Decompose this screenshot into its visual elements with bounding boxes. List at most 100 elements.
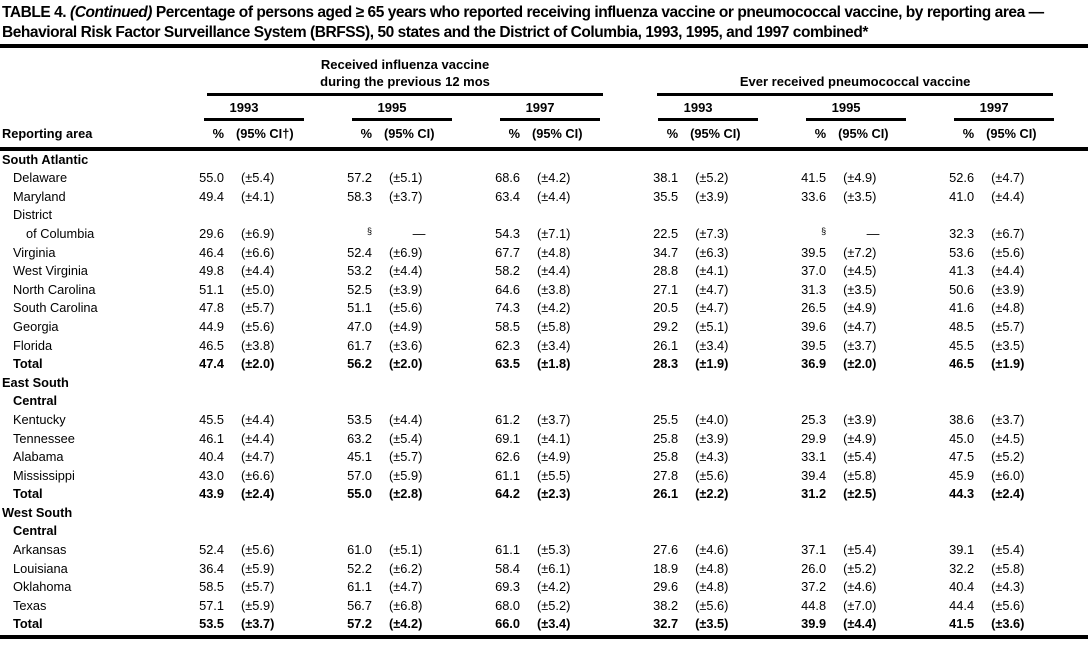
right-margin	[1068, 169, 1088, 188]
cell-pct: 53.5	[347, 411, 372, 427]
group-gap	[614, 281, 624, 300]
cell-pct: 69.3	[495, 579, 520, 595]
cell-ci: (±7.3)	[695, 225, 729, 241]
cell-pct: 63.5	[495, 356, 520, 372]
cell-pct: 45.5	[949, 337, 975, 353]
cell-ci: (±2.0)	[843, 356, 877, 372]
cell-ci: (±1.9)	[991, 356, 1025, 372]
group-gap	[614, 299, 624, 318]
cell-pct: 47.5	[949, 449, 975, 465]
cell-pct: 52.2	[347, 560, 372, 576]
cell-pct: 46.5	[949, 356, 975, 372]
year-rule	[352, 118, 452, 121]
cell-ci: (±5.8)	[537, 318, 571, 334]
row-label: Total	[13, 486, 43, 502]
cell-ci: (±3.7)	[389, 188, 423, 204]
flu-1997-year-header: 1997	[466, 96, 614, 121]
cell-pct: 47.4	[199, 356, 224, 372]
row-label: District	[13, 207, 53, 223]
state-row: West Virginia 49.8 (±4.4) 53.2 (±4.4) 58.2 (±4…	[0, 262, 1088, 281]
ci-header: (95% CI†)	[224, 121, 318, 151]
cell-ci: (±3.6)	[991, 616, 1025, 632]
row-label: Maryland	[13, 188, 66, 204]
state-row: Tennessee 46.1 (±4.4) 63.2 (±5.4) 69.1 (±4.1) 2…	[0, 430, 1088, 449]
cell-ci: (±4.9)	[843, 430, 877, 446]
cell-pct: 41.0	[949, 188, 975, 204]
cell-pct: 45.5	[199, 411, 224, 427]
cell-pct: 58.3	[347, 188, 372, 204]
table-title: TABLE 4. (Continued) Percentage of perso…	[0, 0, 1088, 42]
cell-ci: (±3.9)	[389, 281, 423, 297]
cell-ci: (±6.9)	[241, 225, 275, 241]
cell-ci: (±3.5)	[695, 616, 729, 632]
pct-header: %	[170, 121, 224, 151]
cell-ci: (±1.8)	[537, 356, 571, 372]
section-row: East South	[0, 374, 1088, 393]
label-row: District	[0, 206, 1088, 225]
cell-pct: 41.5	[949, 616, 975, 632]
row-label: West South	[2, 504, 73, 520]
right-margin	[1068, 48, 1088, 96]
cell-pct: 68.6	[495, 170, 520, 186]
flu-1995-year-header: 1995	[318, 96, 466, 121]
vaccination-table: Received influenza vaccine during the pr…	[0, 48, 1088, 634]
empty-corner	[0, 96, 170, 121]
cell-ci: (±6.6)	[241, 467, 275, 483]
cell-ci: (±5.6)	[695, 467, 729, 483]
cell-ci: (±3.7)	[241, 616, 275, 632]
cell-ci: (±5.1)	[695, 318, 729, 334]
cell-ci: (±4.1)	[537, 430, 571, 446]
cell-pct: 38.6	[949, 411, 975, 427]
reporting-area-header: Reporting area	[0, 121, 170, 151]
cell-pct: 46.1	[199, 430, 224, 446]
cell-pct: 41.6	[949, 300, 975, 316]
section-row: Central	[0, 522, 1088, 541]
cell-pct: 63.4	[495, 188, 520, 204]
cell-ci: (±3.4)	[695, 337, 729, 353]
state-row: Kentucky 45.5 (±4.4) 53.5 (±4.4) 61.2 (±3.7) 25…	[0, 411, 1088, 430]
cell-ci: (±5.4)	[389, 430, 423, 446]
cell-ci: (±5.2)	[843, 560, 877, 576]
group-gap	[614, 541, 624, 560]
pct-header: %	[624, 121, 679, 151]
state-row: Georgia 44.9 (±5.6) 47.0 (±4.9) 58.5 (±5.8) 29.…	[0, 318, 1088, 337]
cell-pct: 33.1	[801, 449, 827, 465]
state-row: Texas 57.1 (±5.9) 56.7 (±6.8) 68.0 (±5.2) 38.2 (…	[0, 597, 1088, 616]
cell-pct: 52.5	[347, 281, 372, 297]
cell-ci: (±4.1)	[241, 188, 275, 204]
cell-ci: (±4.2)	[537, 170, 571, 186]
cell-pct: 39.5	[801, 337, 827, 353]
cell-pct: 25.8	[653, 449, 679, 465]
cell-pct: 39.4	[801, 467, 827, 483]
cell-pct: 26.1	[653, 337, 679, 353]
cell-ci: (±7.0)	[843, 597, 877, 613]
row-label: Alabama	[13, 449, 64, 465]
cell-pct: 53.5	[199, 616, 224, 632]
right-margin	[1068, 318, 1088, 337]
cell-pct: 39.9	[801, 616, 827, 632]
cell-pct: 37.1	[801, 542, 827, 558]
cell-pct: 61.1	[495, 467, 520, 483]
cell-pct: 36.4	[199, 560, 224, 576]
cell-ci: (±7.1)	[537, 225, 571, 241]
cell-ci: (±4.0)	[695, 411, 729, 427]
cell-pct: 40.4	[199, 449, 224, 465]
footnote-marker: §	[318, 225, 372, 244]
table-number: TABLE 4.	[2, 4, 67, 21]
column-header-row: Reporting area % (95% CI†) % (95% CI) % …	[0, 121, 1088, 151]
cell-ci: (±3.5)	[843, 281, 877, 297]
cell-ci: (±5.3)	[537, 542, 571, 558]
right-margin	[1068, 485, 1088, 504]
row-label: Mississippi	[13, 467, 75, 483]
footnote-marker: §	[772, 225, 826, 244]
row-label: Virginia	[13, 244, 56, 260]
cell-ci: (±4.4)	[241, 411, 275, 427]
cell-ci: (±6.6)	[241, 244, 275, 260]
right-margin	[1068, 337, 1088, 356]
group-gap	[614, 560, 624, 579]
cell-pct: 26.1	[653, 486, 679, 502]
pneumococcal-group-header: Ever received pneumococcal vaccine	[624, 48, 1068, 96]
cell-ci: (±3.7)	[537, 411, 571, 427]
cell-pct: 43.0	[199, 467, 224, 483]
cell-pct: 26.5	[801, 300, 827, 316]
